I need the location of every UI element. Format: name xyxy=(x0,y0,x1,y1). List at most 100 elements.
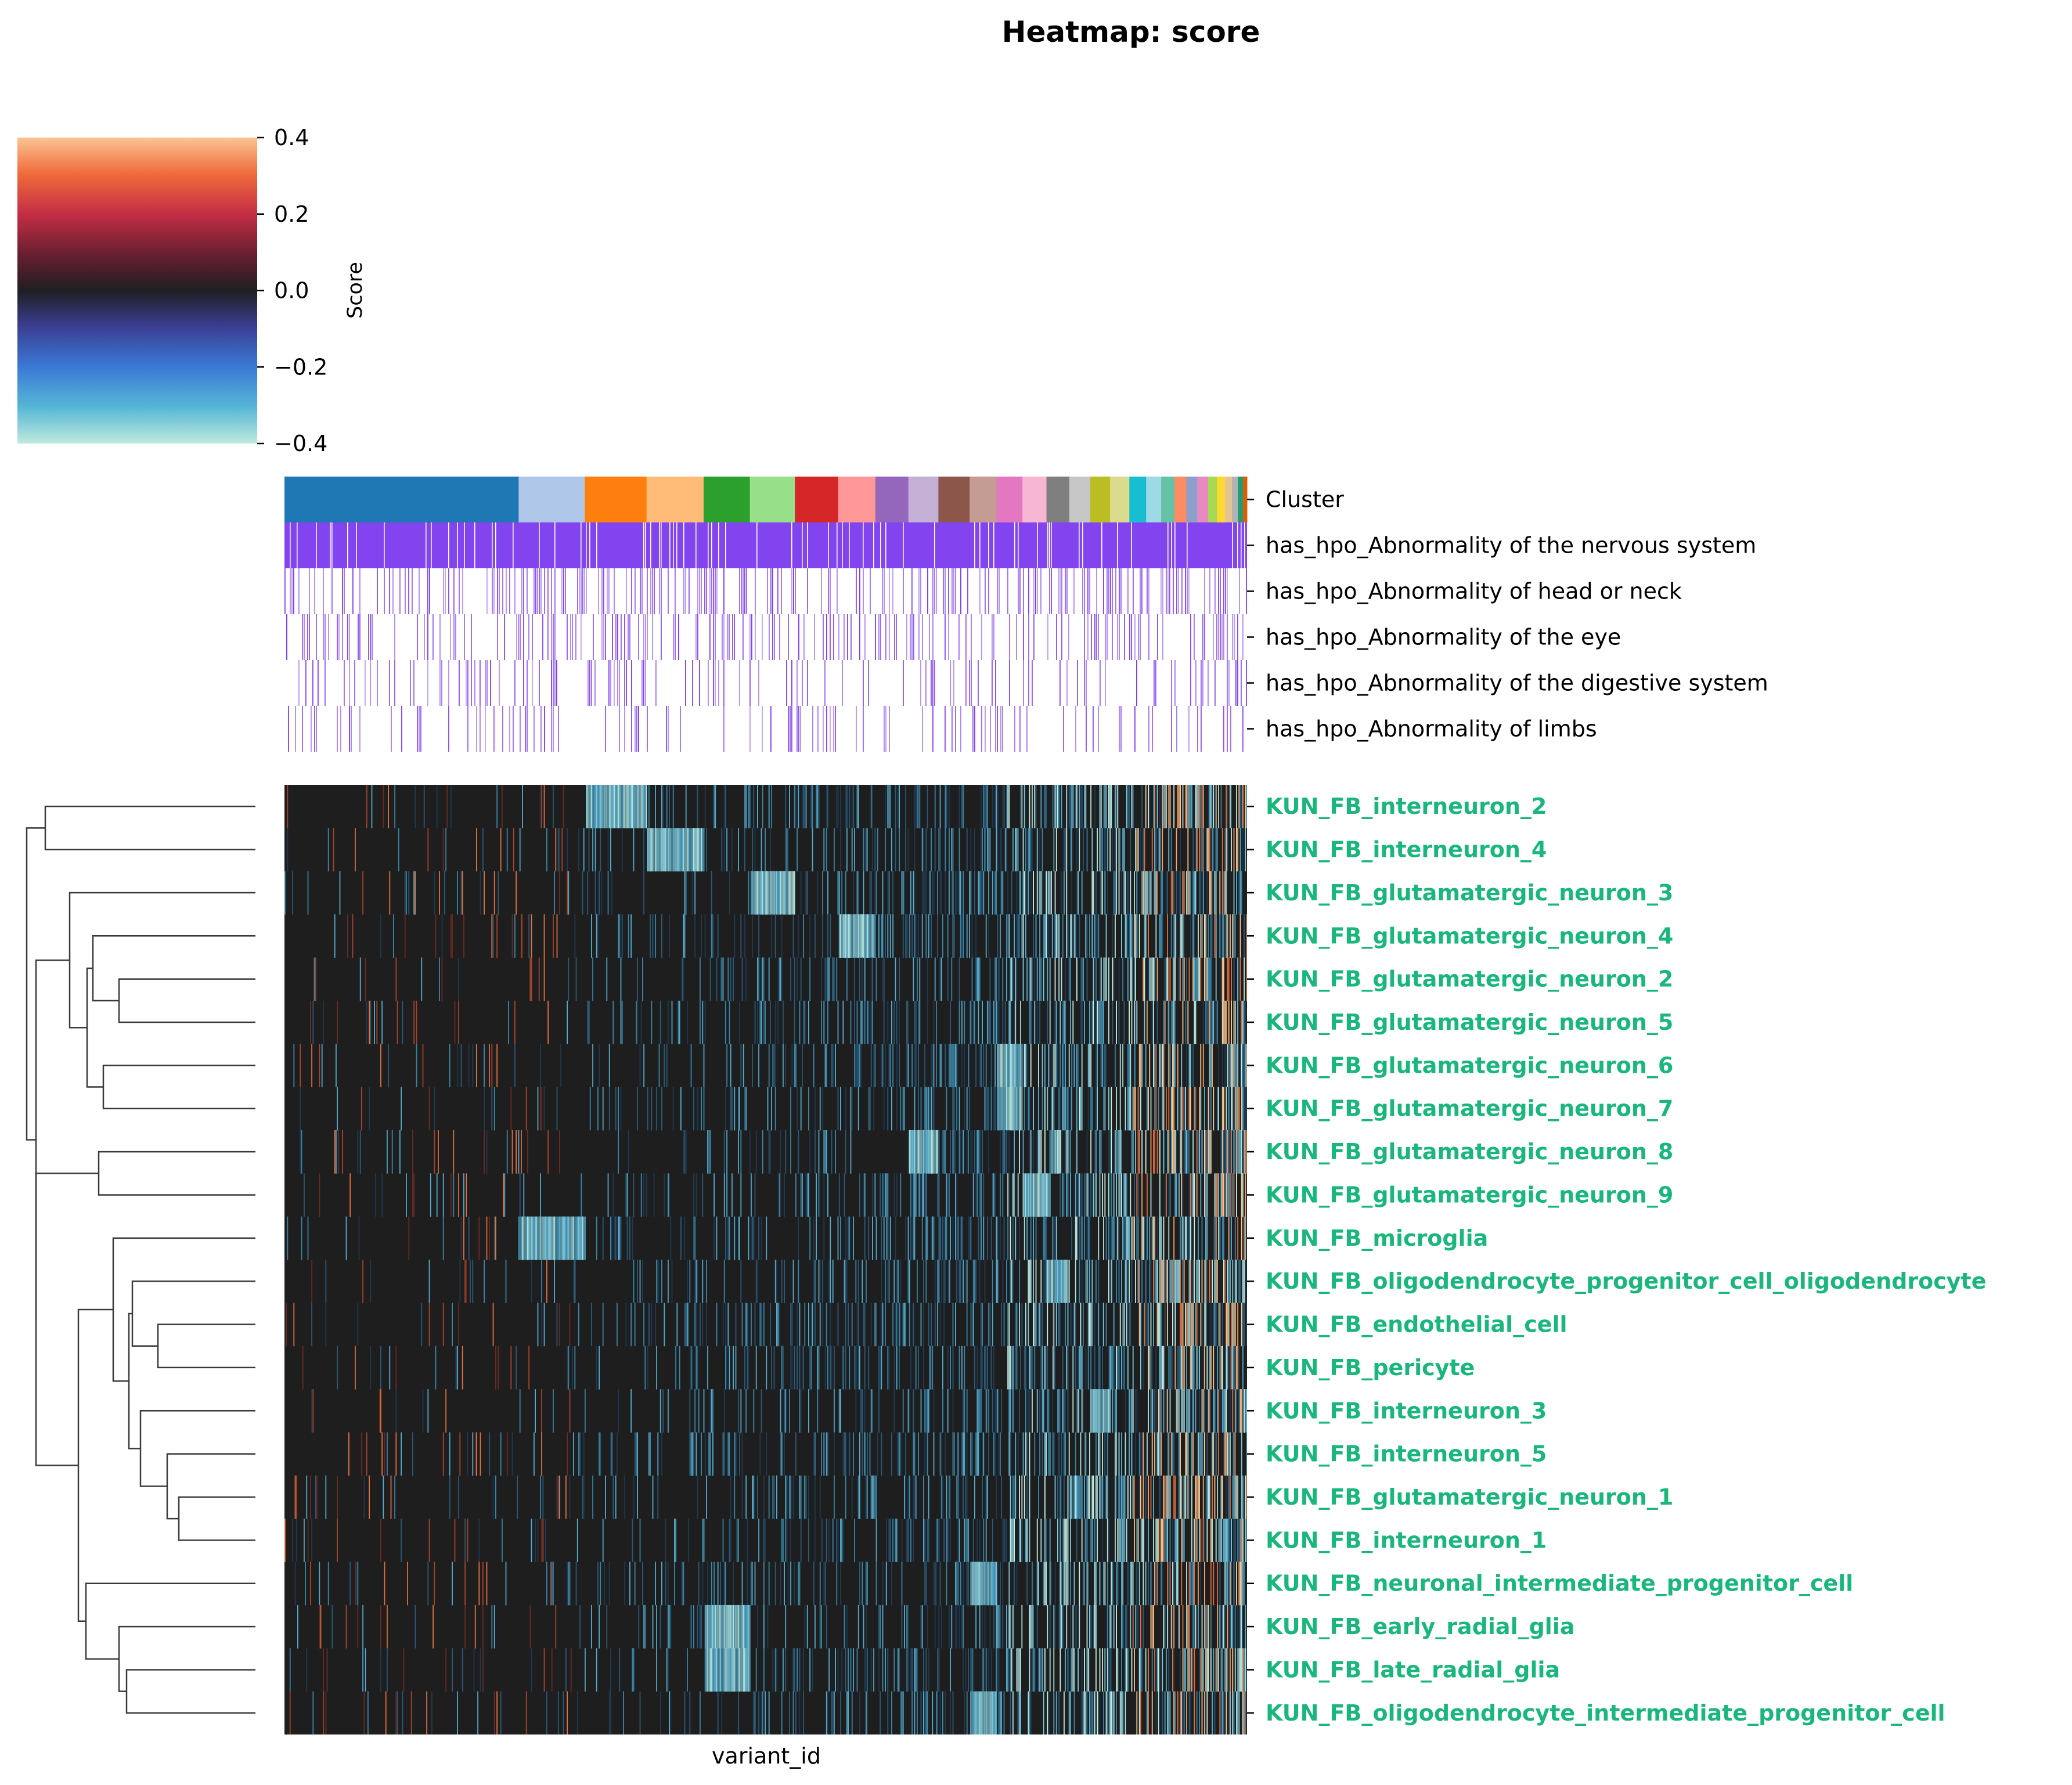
colorbar-ticks: 0.40.20.0−0.2−0.4 xyxy=(257,125,327,456)
heatmap-cell xyxy=(1201,785,1203,828)
heatmap-cell xyxy=(607,871,609,915)
heatmap-cell xyxy=(531,1260,532,1303)
hpo-mark xyxy=(911,568,913,614)
heatmap-cell xyxy=(506,1130,508,1174)
hpo-mark xyxy=(1077,660,1078,706)
heatmap-cell xyxy=(766,1346,767,1390)
heatmap-cell xyxy=(1181,1303,1183,1347)
heatmap-cell xyxy=(800,1087,802,1131)
heatmap-cell xyxy=(1132,1346,1134,1390)
heatmap-cell xyxy=(1066,1130,1068,1174)
heatmap-cell xyxy=(864,1303,866,1347)
heatmap-cell xyxy=(988,1130,989,1174)
heatmap-cell xyxy=(864,1346,866,1390)
heatmap-cell xyxy=(981,1173,982,1217)
heatmap-cell xyxy=(1148,1087,1149,1131)
hpo-mark xyxy=(988,568,989,614)
heatmap-cell xyxy=(1118,1475,1120,1519)
heatmap-cell xyxy=(809,1346,810,1390)
heatmap-cell xyxy=(1071,1044,1072,1088)
hpo-mark xyxy=(1084,614,1085,660)
heatmap-cell xyxy=(1081,871,1083,915)
heatmap-cell xyxy=(369,1000,370,1044)
heatmap-cell xyxy=(990,1044,992,1088)
hpo-mark xyxy=(697,568,698,614)
hpo-mark xyxy=(359,614,361,660)
heatmap-cell xyxy=(1091,1260,1093,1303)
heatmap-cell xyxy=(1238,1260,1240,1303)
heatmap-cell xyxy=(1107,871,1108,915)
heatmap-cell xyxy=(857,1604,859,1649)
heatmap-cell xyxy=(381,1000,383,1044)
heatmap-cell xyxy=(933,871,935,915)
heatmap-cell xyxy=(1116,1000,1117,1044)
heatmap-cell xyxy=(932,1130,934,1174)
heatmap-cell xyxy=(875,871,877,915)
heatmap-cell xyxy=(1014,1000,1015,1044)
heatmap-cell xyxy=(883,957,885,1001)
heatmap-cell xyxy=(439,957,440,1001)
heatmap-cell xyxy=(1042,1432,1043,1476)
heatmap-cell xyxy=(316,1475,318,1519)
heatmap-cell xyxy=(1010,1087,1011,1131)
heatmap-cell xyxy=(815,1604,816,1649)
heatmap-cell xyxy=(1140,1432,1141,1476)
heatmap-cell xyxy=(766,1216,767,1260)
heatmap-cell xyxy=(1195,1000,1197,1044)
heatmap-cell xyxy=(849,1346,851,1390)
heatmap-cell xyxy=(899,828,900,872)
heatmap-cell xyxy=(738,1130,739,1174)
hpo-mark xyxy=(1056,614,1057,660)
heatmap-cell xyxy=(300,1087,301,1131)
heatmap-cell xyxy=(300,1044,301,1088)
hpo-mark xyxy=(527,660,528,706)
heatmap-cell xyxy=(919,785,921,828)
heatmap-cell xyxy=(1111,1173,1112,1217)
heatmap-cell xyxy=(534,1432,535,1476)
hpo-mark xyxy=(746,568,747,614)
heatmap-cell xyxy=(1144,914,1145,958)
heatmap-cell xyxy=(1192,1389,1194,1433)
heatmap-cell xyxy=(938,1519,940,1563)
heatmap-cell xyxy=(907,1044,909,1088)
heatmap-cell xyxy=(952,914,954,958)
heatmap-cell xyxy=(853,1432,854,1476)
heatmap-cell xyxy=(1103,1303,1104,1347)
heatmap-cell xyxy=(294,1562,296,1606)
heatmap-cell xyxy=(1233,1562,1235,1606)
heatmap-cell xyxy=(696,1346,697,1390)
heatmap-cell xyxy=(1015,1303,1017,1347)
heatmap-cell xyxy=(688,1303,689,1347)
heatmap-cell xyxy=(697,828,698,872)
heatmap-cell xyxy=(1136,1173,1138,1217)
heatmap-row xyxy=(287,785,1247,828)
heatmap-cell xyxy=(1206,1604,1208,1649)
hpo-mark xyxy=(1082,568,1083,614)
heatmap-cell xyxy=(1244,1562,1245,1606)
heatmap-cell xyxy=(1188,1604,1190,1649)
heatmap-cell xyxy=(553,914,554,958)
heatmap-cell xyxy=(1173,785,1174,828)
heatmap-cell xyxy=(1186,957,1187,1001)
heatmap-cell xyxy=(459,1432,461,1476)
heatmap-cell xyxy=(1025,914,1026,958)
heatmap-cell xyxy=(683,914,684,958)
heatmap-cell xyxy=(757,871,758,915)
heatmap-cell xyxy=(772,1044,774,1088)
heatmap-cell xyxy=(1212,1519,1213,1563)
heatmap-cell xyxy=(394,1475,395,1519)
heatmap-cell xyxy=(697,1346,698,1390)
heatmap-cell xyxy=(978,871,979,915)
heatmap-cell xyxy=(867,1432,868,1476)
hpo-gap xyxy=(659,522,660,568)
heatmap-cell xyxy=(1098,1000,1100,1044)
heatmap-cell xyxy=(893,1389,895,1433)
heatmap-cell xyxy=(1104,1432,1106,1476)
heatmap-cell xyxy=(1094,1562,1096,1606)
heatmap-cell xyxy=(982,1604,983,1649)
heatmap-cell xyxy=(770,1303,771,1347)
heatmap-cell xyxy=(809,957,810,1001)
hpo-mark xyxy=(553,614,554,660)
heatmap-cell xyxy=(971,1130,973,1174)
hpo-mark xyxy=(1086,706,1087,752)
